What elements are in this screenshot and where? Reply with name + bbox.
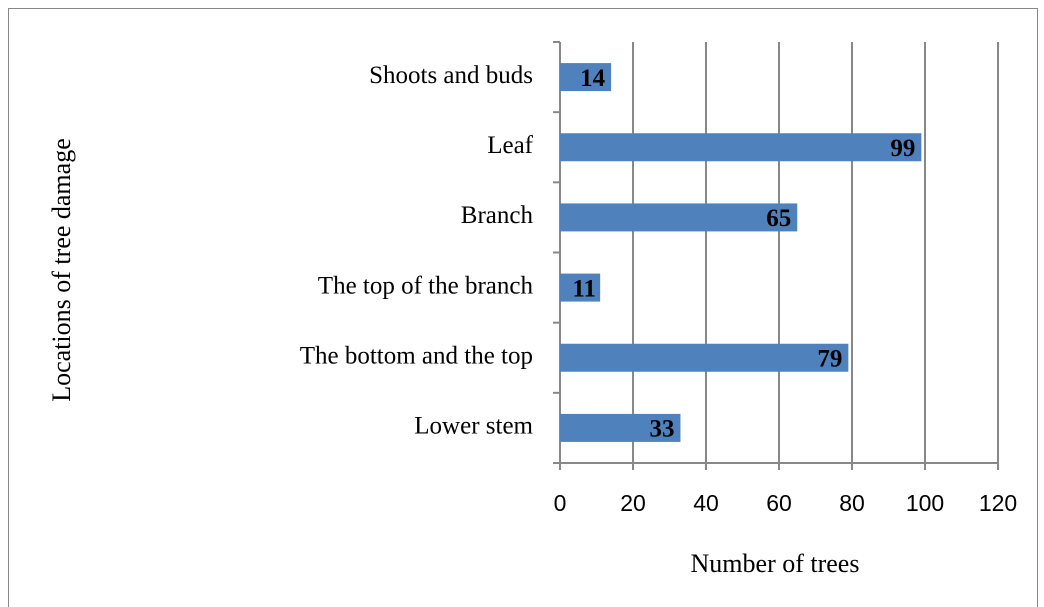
data-label: 33	[649, 416, 674, 443]
y-tick-label: Lower stem	[414, 413, 533, 440]
bar	[560, 63, 612, 92]
y-tick-label: Branch	[461, 202, 534, 229]
data-label: 65	[766, 205, 791, 232]
y-axis-title: Locations of tree damage	[47, 138, 76, 402]
bar	[560, 203, 798, 232]
y-tick-label: Leaf	[487, 132, 533, 159]
x-tick-label: 60	[766, 490, 792, 516]
x-axis-title: Number of trees	[691, 549, 860, 578]
x-tick-label: 80	[839, 490, 865, 516]
bar	[560, 343, 849, 372]
x-tick-label: 120	[979, 490, 1017, 516]
y-tick-label: The bottom and the top	[300, 342, 533, 369]
bar	[560, 133, 922, 162]
data-label: 79	[817, 345, 842, 372]
bar	[560, 273, 601, 302]
x-tick-label: 20	[620, 490, 646, 516]
frame	[8, 8, 1038, 607]
bar	[560, 413, 681, 442]
x-tick-label: 100	[906, 490, 944, 516]
data-label: 11	[572, 275, 596, 302]
data-label: 14	[580, 65, 606, 92]
y-tick-label: The top of the branch	[318, 272, 534, 299]
y-tick-label: Shoots and buds	[369, 62, 533, 89]
x-tick-label: 0	[554, 490, 567, 516]
x-tick-label: 40	[693, 490, 719, 516]
data-label: 99	[890, 135, 915, 162]
